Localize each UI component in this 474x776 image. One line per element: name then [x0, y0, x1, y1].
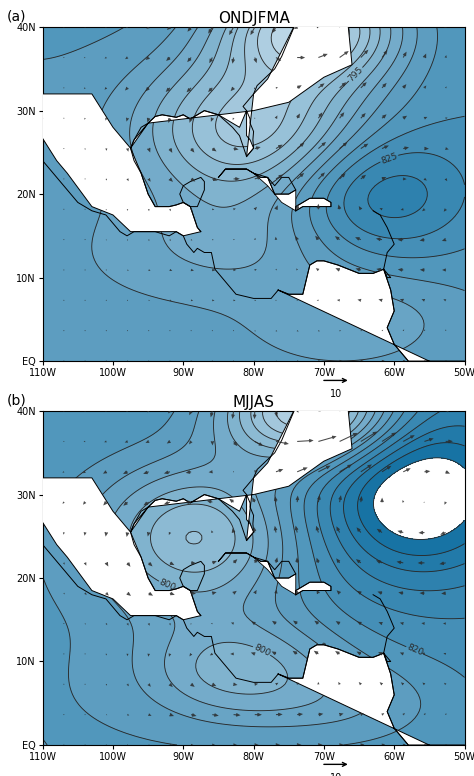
Polygon shape: [0, 378, 352, 620]
Text: 825: 825: [380, 151, 399, 165]
Polygon shape: [278, 645, 465, 762]
Polygon shape: [219, 553, 296, 594]
Text: 795: 795: [346, 65, 365, 84]
Text: (a): (a): [7, 10, 26, 24]
Title: MJJAS: MJJAS: [233, 395, 274, 410]
Polygon shape: [296, 582, 331, 594]
Text: 820: 820: [405, 643, 425, 658]
Text: 800: 800: [288, 449, 307, 461]
Text: 800: 800: [252, 643, 272, 658]
Text: 810: 810: [316, 641, 335, 659]
Polygon shape: [0, 0, 352, 236]
Text: (b): (b): [7, 393, 27, 407]
Polygon shape: [296, 198, 331, 211]
Polygon shape: [219, 169, 296, 211]
Text: 780: 780: [311, 57, 330, 72]
Polygon shape: [278, 261, 465, 378]
Text: 10: 10: [330, 389, 342, 399]
Text: 10: 10: [330, 773, 342, 776]
Title: ONDJFMA: ONDJFMA: [218, 11, 290, 26]
Text: 810: 810: [354, 284, 373, 296]
Text: 800: 800: [158, 578, 177, 593]
